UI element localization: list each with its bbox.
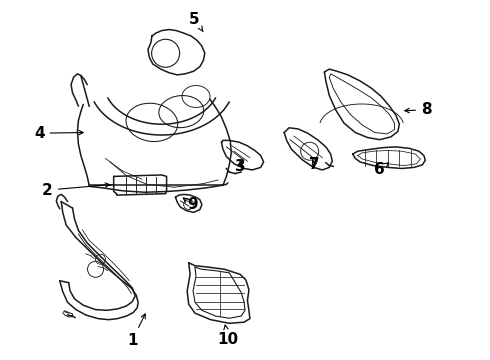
Text: 4: 4: [34, 126, 83, 141]
Text: 2: 2: [42, 183, 110, 198]
Text: 6: 6: [374, 162, 389, 177]
Text: 9: 9: [183, 197, 197, 212]
Text: 3: 3: [235, 159, 245, 174]
Text: 10: 10: [217, 325, 239, 347]
Text: 1: 1: [127, 314, 145, 348]
Text: 7: 7: [309, 157, 320, 172]
Text: 8: 8: [405, 102, 432, 117]
Text: 5: 5: [189, 12, 203, 32]
